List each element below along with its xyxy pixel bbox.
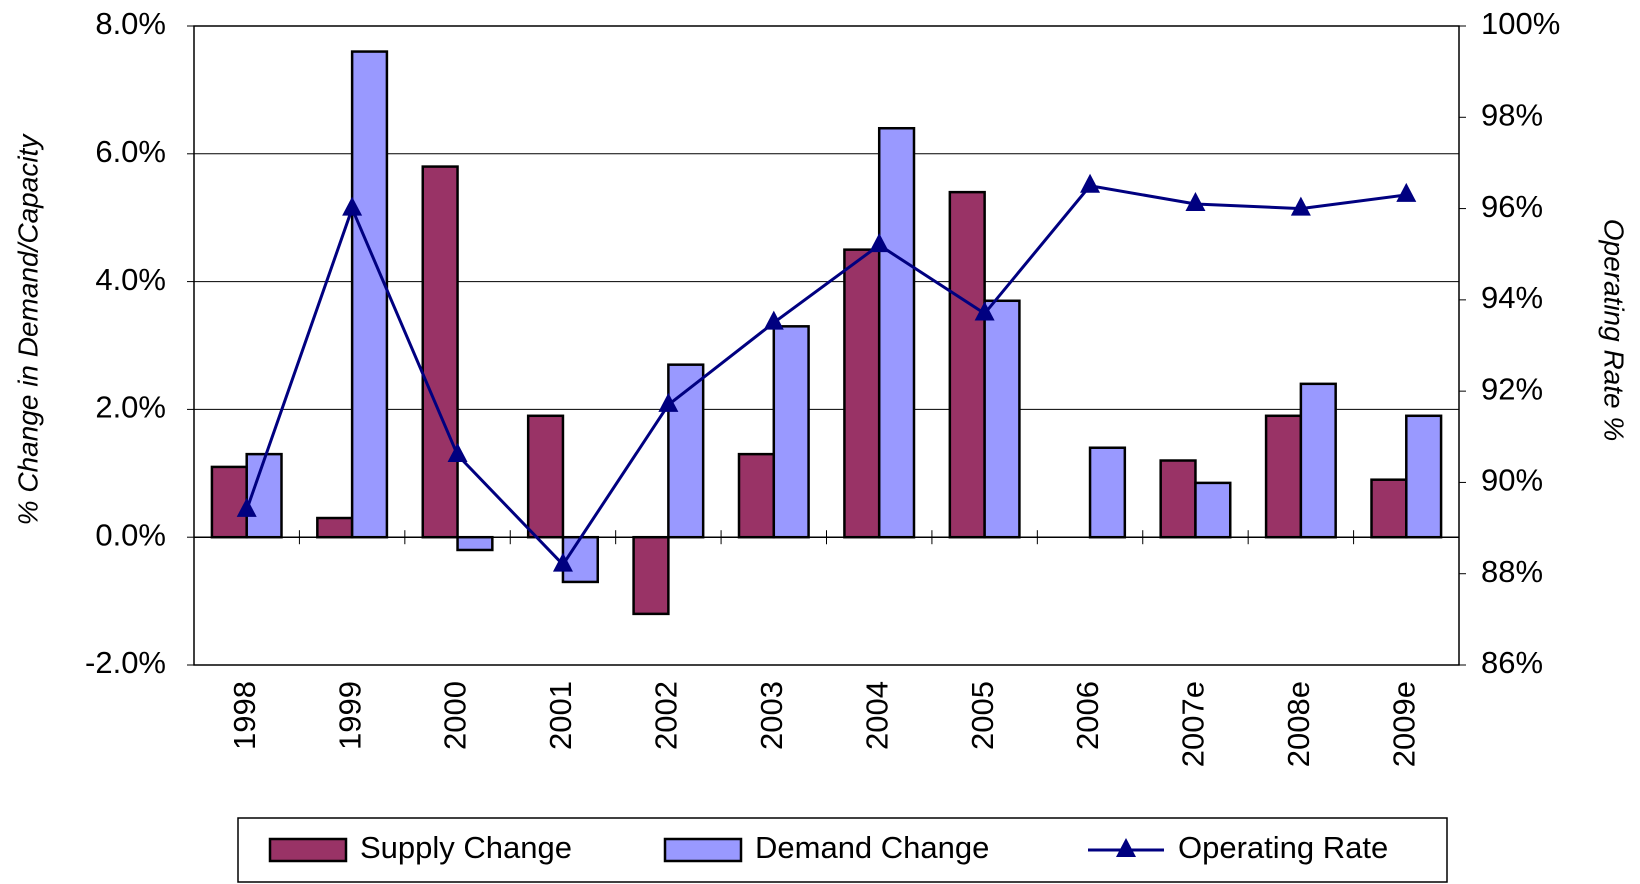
marker xyxy=(1185,192,1206,212)
x-tick-label: 1999 xyxy=(332,681,367,750)
bar xyxy=(1088,446,1127,539)
legend-marker xyxy=(1116,838,1136,857)
bar xyxy=(1264,414,1303,539)
y-tick-label: 6.0% xyxy=(95,134,166,169)
y-tick-label: 0.0% xyxy=(95,517,166,552)
bar xyxy=(526,414,565,539)
bar xyxy=(210,465,248,539)
bar xyxy=(1194,481,1232,539)
marker xyxy=(1080,173,1101,193)
legend-label: Operating Rate xyxy=(1178,830,1388,865)
y-tick-label: 4.0% xyxy=(95,262,166,297)
x-tick-label: 1998 xyxy=(227,681,262,750)
bar xyxy=(983,299,1021,539)
marker xyxy=(763,310,784,330)
bar xyxy=(667,363,705,539)
marker xyxy=(1290,196,1311,216)
bar xyxy=(561,535,599,584)
marker xyxy=(342,196,363,216)
y2-axis-label: Operating Rate % xyxy=(1599,219,1630,442)
marker xyxy=(447,443,468,463)
bar xyxy=(737,452,776,539)
bar xyxy=(877,126,916,539)
x-tick-label: 2003 xyxy=(754,681,789,750)
x-tick-label: 2004 xyxy=(859,681,894,750)
y-axis-label: % Change in Demand/Capacity xyxy=(12,133,43,526)
marker xyxy=(236,497,257,517)
bar xyxy=(1159,459,1197,539)
x-tick-label: 2009e xyxy=(1386,681,1421,767)
x-tick-label: 2005 xyxy=(965,681,1000,750)
marker xyxy=(869,233,890,253)
x-tick-label: 2001 xyxy=(543,681,578,750)
legend-swatch xyxy=(663,837,743,863)
y-tick-label: -2.0% xyxy=(85,645,166,680)
y-tick-label: 2.0% xyxy=(95,390,166,425)
y2-tick-label: 88% xyxy=(1481,554,1543,589)
bar xyxy=(1405,414,1443,539)
bar xyxy=(350,50,389,539)
bar xyxy=(632,535,670,616)
legend-label: Supply Change xyxy=(360,830,572,865)
x-tick-label: 2008e xyxy=(1281,681,1316,767)
bar xyxy=(772,325,810,539)
legend-label: Demand Change xyxy=(755,830,989,865)
bar xyxy=(421,165,459,539)
y2-tick-label: 86% xyxy=(1481,645,1543,680)
y2-tick-label: 90% xyxy=(1481,463,1543,498)
y-tick-label: 8.0% xyxy=(95,6,166,41)
bar xyxy=(456,535,494,552)
legend-box xyxy=(237,817,1448,883)
x-tick-label: 2002 xyxy=(649,681,684,750)
line xyxy=(245,184,1407,567)
bar xyxy=(948,190,986,539)
bar xyxy=(316,516,354,539)
y2-tick-label: 100% xyxy=(1481,6,1560,41)
marker xyxy=(658,392,679,412)
bar xyxy=(843,248,881,539)
y2-tick-label: 98% xyxy=(1481,97,1543,132)
x-tick-label: 2006 xyxy=(1070,681,1105,750)
marker xyxy=(552,552,573,572)
marker xyxy=(1396,182,1417,202)
marker xyxy=(974,301,995,321)
bar xyxy=(1370,478,1408,539)
bar xyxy=(1299,382,1337,539)
legend-swatch xyxy=(268,837,348,863)
y2-tick-label: 94% xyxy=(1481,280,1543,315)
x-tick-label: 2000 xyxy=(438,681,473,750)
x-tick-label: 2007e xyxy=(1176,681,1211,767)
y2-tick-label: 92% xyxy=(1481,371,1543,406)
plot-border xyxy=(193,25,1460,666)
y2-tick-label: 96% xyxy=(1481,189,1543,224)
